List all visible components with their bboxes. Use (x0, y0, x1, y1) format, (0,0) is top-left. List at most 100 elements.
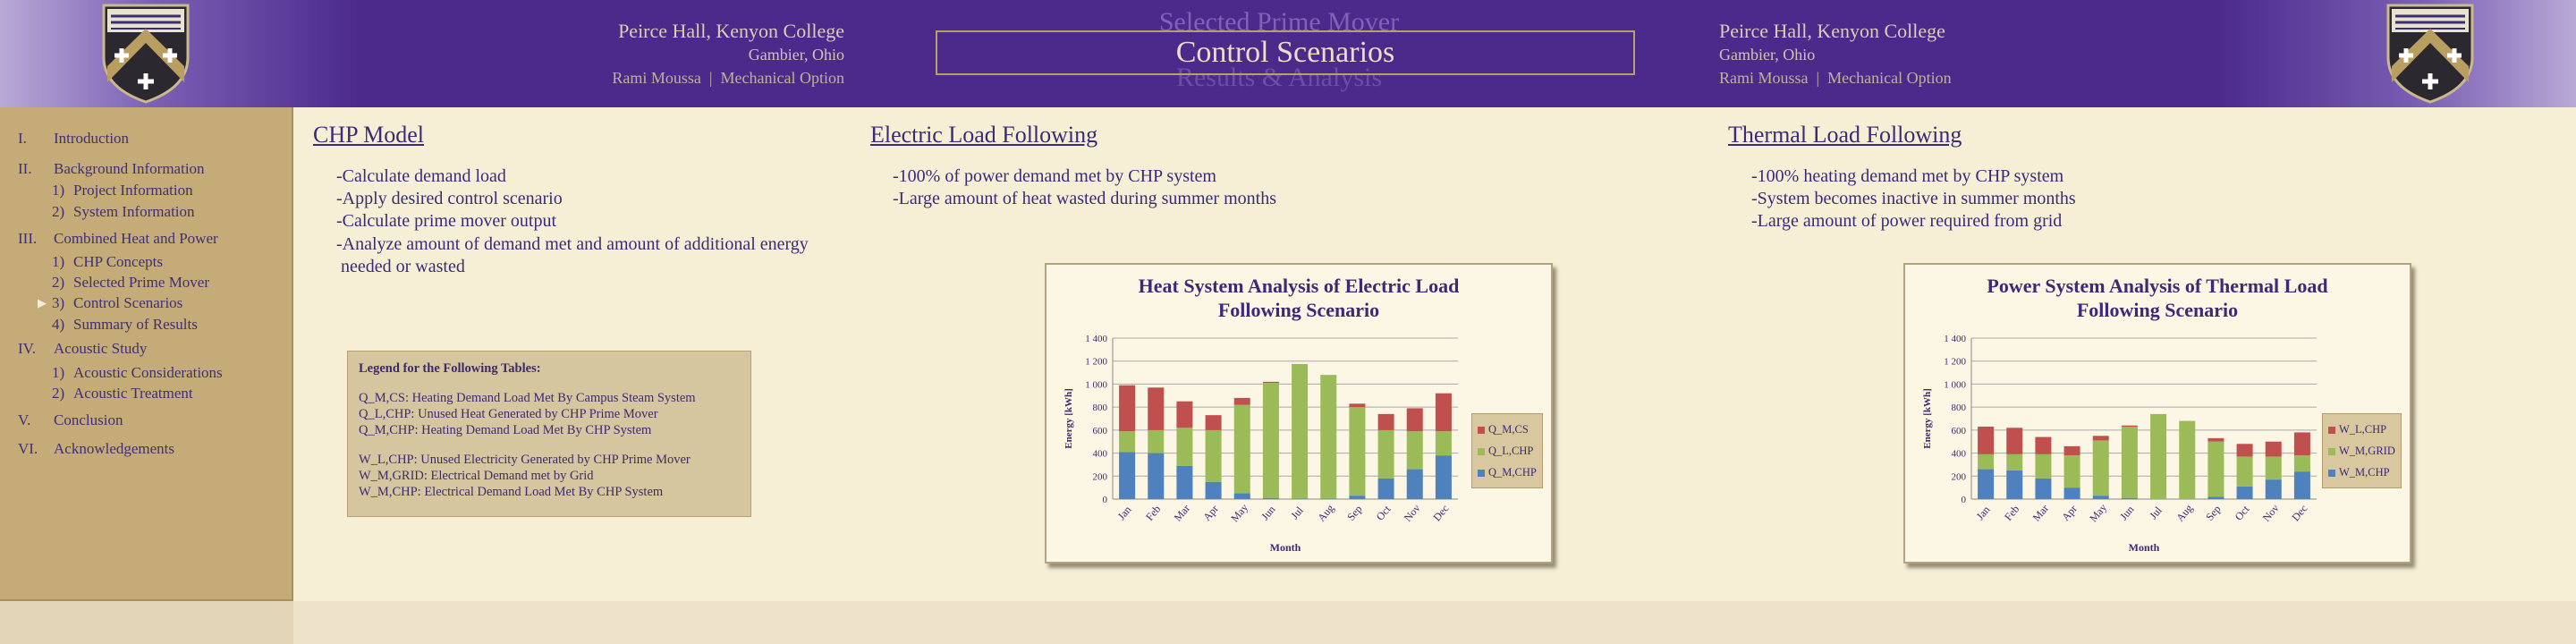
bar-segment (1406, 408, 1423, 432)
bar-segment (1435, 431, 1452, 456)
bar-segment (1406, 431, 1423, 470)
bar-segment (1262, 383, 1279, 498)
author-line: Rami Moussa | Mechanical Option (1719, 69, 1952, 87)
nav-acoustic-considerations[interactable]: 1) Acoustic Considerations (52, 364, 223, 381)
outline-sidebar: I. Introduction II. Background Information… (0, 107, 293, 601)
legend-item-q-l-chp: Q_L,CHP (1478, 440, 1537, 462)
y-tick-label: 1 400 (1944, 334, 1966, 344)
x-tick-label: Aug (2174, 502, 2195, 524)
nav-background-information[interactable]: II. Background Information (18, 160, 205, 177)
x-tick-label: Jul (1288, 504, 1306, 521)
heat-system-chart: Heat System Analysis of Electric Load Fo… (1045, 263, 1553, 564)
bar-segment (1406, 469, 1423, 499)
bar-segment (1349, 403, 1366, 408)
x-tick-label: Sep (1344, 503, 1364, 523)
x-axis-label: Month (2129, 541, 2160, 554)
electric-bullet: -100% of power demand met by CHP system (893, 166, 1216, 186)
legend-definition: Q_M,CHP: Heating Demand Load Met By CHP … (359, 423, 652, 437)
legend-definition: W_M,GRID: Electrical Demand met by Grid (359, 469, 594, 483)
bar-segment (1435, 455, 1452, 499)
bar-segment (2006, 428, 2023, 454)
power-system-chart: Power System Analysis of Thermal Load Fo… (1903, 263, 2411, 564)
electric-bullet: -Large amount of heat wasted during summ… (893, 189, 1276, 208)
nav-acknowledgements[interactable]: VI. Acknowledgements (18, 440, 175, 457)
bar-segment (2121, 497, 2138, 499)
nav-acoustic-treatment[interactable]: 2) Acoustic Treatment (52, 385, 193, 402)
bar-segment (1119, 385, 1136, 432)
chp-bullet: needed or wasted (336, 257, 465, 276)
bar-segment (2121, 427, 2138, 498)
bar-segment (1176, 465, 1193, 499)
nav-project-information[interactable]: 1) Project Information (52, 182, 193, 199)
x-axis-label: Month (1270, 541, 1301, 554)
bar-segment (2035, 453, 2052, 479)
bar-segment (1320, 498, 1337, 499)
x-tick-label: Nov (1402, 502, 1423, 524)
chart-legend: Q_M,CS Q_L,CHP Q_M,CHP (1471, 413, 1543, 488)
bar-segment (2092, 496, 2109, 499)
nav-system-information[interactable]: 2) System Information (52, 203, 195, 220)
thermal-load-following-heading: Thermal Load Following (1728, 122, 1962, 148)
nav-combined-heat-and-power[interactable]: III. Combined Heat and Power (18, 230, 218, 247)
bar-segment (1377, 478, 1394, 499)
bar-segment (1978, 453, 1995, 470)
bar-segment (2207, 441, 2224, 497)
nav-selected-prime-mover[interactable]: 2) Selected Prime Mover (52, 274, 210, 291)
x-tick-label: Oct (1374, 503, 1394, 523)
legend-item-q-m-chp: Q_M,CHP (1478, 462, 1537, 483)
nav-acoustic-study[interactable]: IV. Acoustic Study (18, 340, 148, 357)
current-item-arrow-icon: ▶ (38, 296, 47, 309)
bar-segment (1233, 493, 1250, 499)
chp-bullet: -Apply desired control scenario (336, 189, 563, 208)
bar-segment (1119, 452, 1136, 499)
bar-segment (2006, 453, 2023, 470)
y-tick-label: 1 000 (1085, 379, 1107, 390)
y-tick-label: 400 (1093, 449, 1108, 460)
legend-definition: Q_L,CHP: Unused Heat Generated by CHP Pr… (359, 407, 658, 421)
chp-bullet: -Calculate demand load (336, 166, 506, 186)
building-name: Peirce Hall, Kenyon College (618, 20, 844, 42)
bar-segment (1148, 429, 1165, 453)
legend-item-w-l-chp: W_L,CHP (2328, 419, 2395, 440)
bar-segment (1262, 497, 1279, 499)
legend-item-q-m-cs: Q_M,CS (1478, 419, 1537, 440)
bar-segment (2265, 456, 2282, 480)
x-tick-label: Jan (1115, 504, 1134, 522)
nav-control-scenarios[interactable]: 3) Control Scenarios (52, 294, 183, 311)
x-tick-label: Jul (2147, 504, 2165, 521)
electric-load-following-heading: Electric Load Following (870, 122, 1098, 148)
bar-segment (2265, 479, 2282, 499)
location: Gambier, Ohio (748, 46, 844, 64)
chart-title: Power System Analysis of Thermal Load Fo… (1987, 275, 2328, 321)
y-tick-label: 800 (1952, 402, 1967, 413)
bar-segment (2293, 432, 2310, 456)
x-tick-label: Feb (2002, 503, 2021, 523)
footer-band (293, 601, 2576, 644)
chp-model-heading: CHP Model (313, 122, 424, 148)
chp-bullet: -Calculate prime mover output (336, 211, 557, 231)
nav-introduction[interactable]: I. Introduction (18, 130, 130, 147)
nav-summary-of-results[interactable]: 4) Summary of Results (52, 316, 198, 333)
nav-conclusion[interactable]: V. Conclusion (18, 411, 123, 428)
legend-box-title: Legend for the Following Tables: (359, 361, 541, 376)
x-tick-label: Jun (2117, 504, 2136, 523)
legend-item-w-m-grid: W_M,GRID (2328, 440, 2395, 462)
kenyon-crest-logo-left (102, 4, 190, 104)
bar-segment (1119, 431, 1136, 453)
x-tick-label: Jan (1974, 504, 1993, 522)
nav-chp-concepts[interactable]: 1) CHP Concepts (52, 253, 163, 270)
y-tick-label: 200 (1952, 471, 1967, 482)
header-banner: Peirce Hall, Kenyon College Gambier, Ohi… (0, 0, 2576, 107)
chart-legend: W_L,CHP W_M,GRID W_M,CHP (2322, 413, 2402, 488)
bar-segment (1349, 407, 1366, 496)
y-tick-label: 400 (1952, 449, 1967, 460)
heat-system-chart-plot: 0 200 400 600 800 1 000 1 200 1 400 Jan Feb Mar Apr… (1063, 334, 1458, 554)
bar-segment (2035, 478, 2052, 499)
bar-segment (2236, 486, 2253, 499)
bar-segment (2063, 445, 2080, 456)
legend-definition: W_M,CHP: Electrical Demand Load Met By C… (359, 485, 664, 499)
bar-segment (1148, 453, 1165, 499)
bar-segment (1205, 415, 1222, 430)
bar-segment (1320, 375, 1337, 499)
bar-segment (2179, 420, 2196, 499)
